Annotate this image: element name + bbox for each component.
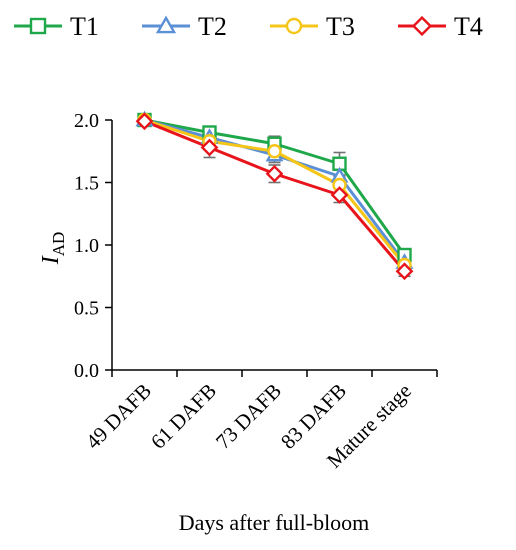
- x-axis-label: Days after full-bloom: [179, 510, 370, 535]
- legend-label: T3: [326, 12, 355, 41]
- x-tick-label: 49 DAFB: [81, 379, 156, 454]
- legend-marker: [155, 15, 177, 34]
- legend-label: T4: [454, 12, 483, 41]
- y-tick-label: 0.5: [74, 298, 99, 320]
- y-tick-label: 2.0: [74, 110, 99, 132]
- data-point: [200, 138, 219, 157]
- legend-label: T2: [198, 12, 227, 41]
- data-point: [265, 164, 284, 183]
- legend-marker: [285, 17, 303, 35]
- y-tick-label: 0.0: [74, 360, 99, 382]
- data-point: [267, 144, 282, 159]
- legend-item-t2: T2: [142, 12, 227, 41]
- data-point: [395, 262, 414, 281]
- legend-item-t1: T1: [14, 12, 99, 41]
- y-tick-label: 1.0: [74, 235, 99, 257]
- legend-marker: [29, 17, 47, 35]
- legend-marker: [411, 15, 433, 37]
- legend: T1 T2 T3 T4: [14, 12, 483, 41]
- x-tick-label: 61 DAFB: [146, 379, 221, 454]
- x-tick-label: 73 DAFB: [211, 379, 286, 454]
- legend-item-t4: T4: [398, 12, 483, 41]
- plot-area: [135, 110, 414, 281]
- markers-t4: [135, 112, 414, 281]
- legend-label: T1: [70, 12, 99, 41]
- y-axis-label-base: I: [38, 255, 64, 265]
- data-point: [135, 112, 154, 131]
- y-axis-label: IAD: [38, 232, 68, 266]
- y-axis-label-sub: AD: [49, 232, 68, 257]
- y-tick-label: 1.5: [74, 173, 99, 195]
- y-ticks: 0.0 0.5 1.0 1.5 2.0: [74, 110, 112, 382]
- legend-item-t3: T3: [270, 12, 355, 41]
- data-point: [330, 186, 349, 204]
